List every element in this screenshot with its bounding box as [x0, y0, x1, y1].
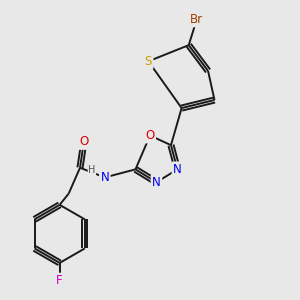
- Text: N: N: [152, 176, 161, 189]
- Text: F: F: [56, 274, 63, 287]
- Text: N: N: [100, 171, 109, 184]
- Text: H: H: [88, 165, 96, 175]
- Text: N: N: [173, 163, 182, 176]
- Text: Br: Br: [190, 13, 203, 26]
- Text: O: O: [146, 129, 154, 142]
- Text: O: O: [79, 135, 88, 148]
- Text: S: S: [145, 55, 152, 68]
